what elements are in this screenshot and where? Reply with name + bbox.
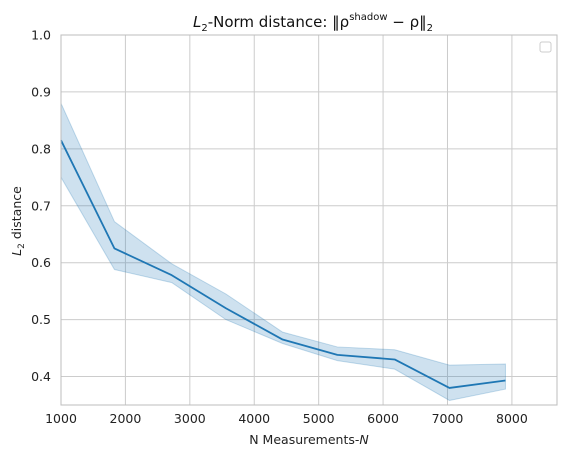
y-tick-label: 0.8 <box>31 141 51 156</box>
y-tick-label: 0.4 <box>31 369 51 384</box>
legend <box>539 41 552 53</box>
x-tick-labels: 1000 2000 3000 4000 5000 6000 7000 8000 <box>45 411 528 426</box>
series-line-layer <box>60 139 506 389</box>
x-tick-label: 8000 <box>496 411 528 426</box>
x-tick-label: 3000 <box>174 411 206 426</box>
x-tick-label: 4000 <box>238 411 270 426</box>
y-tick-label: 0.7 <box>31 198 51 213</box>
y-tick-label: 0.6 <box>31 255 51 270</box>
y-axis-label: L2 distance <box>9 186 27 256</box>
x-tick-label: 6000 <box>367 411 399 426</box>
confidence-band <box>60 103 506 401</box>
x-axis-label: N Measurements-N <box>249 432 369 447</box>
x-tick-label: 5000 <box>303 411 335 426</box>
chart-title: L2-Norm distance: ‖ρshadow − ρ‖2 <box>193 12 433 34</box>
x-tick-label: 2000 <box>110 411 142 426</box>
series-line <box>60 139 506 389</box>
x-tick-label: 7000 <box>432 411 464 426</box>
plot-frame <box>60 34 558 406</box>
y-tick-label: 0.9 <box>31 84 51 99</box>
y-tick-label: 1.0 <box>31 28 51 43</box>
confidence-band-layer <box>60 103 506 401</box>
y-tick-label: 0.5 <box>31 312 51 327</box>
x-tick-label: 1000 <box>45 411 77 426</box>
y-tick-labels: 0.4 0.5 0.6 0.7 0.8 0.9 1.0 <box>31 28 51 385</box>
